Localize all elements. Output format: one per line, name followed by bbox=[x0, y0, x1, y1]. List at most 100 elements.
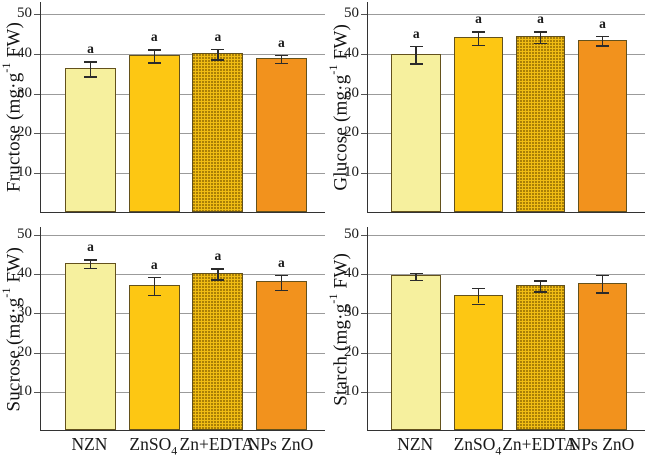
error-bar-cap-bottom bbox=[595, 292, 609, 294]
sig-letter: a bbox=[150, 29, 158, 45]
y-tick-10 bbox=[34, 173, 40, 175]
y-tick-20 bbox=[361, 352, 367, 354]
y-tick-40 bbox=[361, 274, 367, 276]
y-tick-10 bbox=[361, 173, 367, 175]
error-bar-cap-top bbox=[83, 61, 97, 63]
y-tick-20 bbox=[34, 133, 40, 135]
error-bar-line bbox=[89, 259, 92, 268]
y-tick-10 bbox=[34, 391, 40, 393]
error-bar-cap-top bbox=[472, 31, 485, 33]
bar-NZN bbox=[391, 53, 442, 212]
sig-letter: a bbox=[278, 34, 285, 50]
error-bar-line bbox=[477, 31, 480, 45]
gridline-20 bbox=[368, 352, 645, 354]
y-axis-title-fructose: Fructose (mg·g-1 FW) bbox=[0, 2, 26, 213]
error-bar-line bbox=[217, 48, 219, 60]
error-bar-cap-bottom bbox=[409, 63, 423, 65]
error-bar-cap-bottom bbox=[274, 289, 288, 292]
gridline-30 bbox=[41, 313, 325, 315]
error-bar-cap-top bbox=[274, 274, 288, 277]
chart-starch-plot bbox=[361, 227, 645, 431]
x-category-label-NZN: NZN bbox=[397, 434, 434, 454]
y-tick-label-30: 30 bbox=[17, 84, 32, 101]
y-tick-30 bbox=[361, 313, 367, 315]
error-bar-cap-bottom bbox=[83, 267, 97, 270]
sig-letter: a bbox=[87, 239, 94, 255]
x-category-label-Zn+EDTA: Zn+EDTA bbox=[179, 434, 255, 454]
superscript: -1 bbox=[0, 287, 14, 298]
error-bar-cap-top bbox=[274, 54, 288, 57]
y-tick-label-20: 20 bbox=[17, 343, 32, 360]
y-tick-label-40: 40 bbox=[17, 44, 32, 61]
y-tick-label-50: 50 bbox=[344, 225, 359, 242]
gridline-50 bbox=[41, 13, 325, 15]
y-tick-label-20: 20 bbox=[344, 124, 359, 141]
y-tick-label-10: 10 bbox=[344, 382, 359, 399]
error-bar-line bbox=[153, 49, 156, 63]
bar-NPs ZnO bbox=[577, 282, 628, 430]
bar-ZnSO4 bbox=[128, 54, 180, 212]
error-bar-line bbox=[280, 54, 283, 63]
bar-NPs ZnO bbox=[577, 39, 628, 212]
y-axis-title-text: Sucrose (mg·g-1 FW) bbox=[0, 246, 25, 412]
error-bar-line bbox=[217, 268, 219, 280]
y-tick-label-10: 10 bbox=[17, 164, 32, 181]
y-tick-10 bbox=[361, 391, 367, 393]
x-category-label-ZnSO4: ZnSO4 bbox=[453, 434, 502, 458]
y-tick-40 bbox=[34, 53, 40, 55]
x-category-label-NPs ZnO: NPs ZnO bbox=[568, 434, 635, 454]
error-bar-cap-top bbox=[533, 31, 547, 33]
error-bar-cap-top bbox=[595, 274, 609, 277]
sig-letter: a bbox=[278, 254, 285, 270]
error-bar-line bbox=[477, 287, 480, 304]
gridline-30 bbox=[41, 93, 325, 95]
bar-Zn+EDTA bbox=[515, 36, 566, 212]
subscript: 4 bbox=[495, 443, 502, 458]
error-bar-cap-bottom bbox=[211, 59, 225, 61]
sig-letter: a bbox=[475, 11, 482, 27]
error-bar-line bbox=[415, 45, 417, 64]
error-bar-cap-bottom bbox=[595, 45, 609, 47]
y-tick-40 bbox=[34, 274, 40, 276]
error-bar-line bbox=[601, 35, 604, 46]
bar-Zn+EDTA bbox=[192, 53, 244, 212]
error-bar-line bbox=[415, 272, 417, 280]
y-tick-50 bbox=[34, 234, 40, 236]
error-bar-cap-bottom bbox=[409, 279, 423, 282]
chart-sucrose-plot: a a a a bbox=[34, 227, 325, 431]
error-bar-cap-top bbox=[409, 45, 423, 48]
error-bar-cap-top bbox=[211, 268, 225, 270]
y-tick-20 bbox=[34, 352, 40, 354]
bar-ZnSO4 bbox=[453, 36, 504, 212]
bar-NZN bbox=[64, 67, 116, 212]
error-bar-cap-top bbox=[595, 35, 609, 38]
error-bar-cap-top bbox=[147, 49, 161, 51]
error-bar-cap-bottom bbox=[147, 62, 161, 64]
sig-letter: a bbox=[537, 11, 544, 27]
bar-Zn+EDTA bbox=[515, 284, 566, 430]
y-tick-30 bbox=[361, 93, 367, 95]
superscript: -1 bbox=[0, 62, 14, 74]
y-tick-label-30: 30 bbox=[344, 304, 359, 321]
gridline-50 bbox=[368, 13, 645, 15]
gridline-20 bbox=[368, 133, 645, 135]
error-bar-cap-bottom bbox=[533, 42, 547, 45]
error-bar-line bbox=[539, 280, 542, 292]
error-bar-cap-top bbox=[533, 280, 547, 282]
error-bar-line bbox=[539, 31, 542, 43]
y-tick-label-20: 20 bbox=[17, 124, 32, 141]
gridline-20 bbox=[41, 352, 325, 354]
error-bar-line bbox=[89, 61, 92, 77]
y-tick-label-30: 30 bbox=[344, 84, 359, 101]
error-bar-line bbox=[280, 274, 283, 290]
error-bar-cap-bottom bbox=[211, 279, 225, 281]
y-axis-title-glucose: Glucose (mg·g-1 FW) bbox=[327, 2, 353, 213]
bar-ZnSO4 bbox=[453, 294, 504, 430]
bar-NPs ZnO bbox=[255, 281, 307, 430]
gridline-10 bbox=[368, 173, 645, 175]
y-tick-label-10: 10 bbox=[344, 164, 359, 181]
bar-NZN bbox=[391, 275, 442, 430]
error-bar-cap-top bbox=[409, 272, 423, 275]
